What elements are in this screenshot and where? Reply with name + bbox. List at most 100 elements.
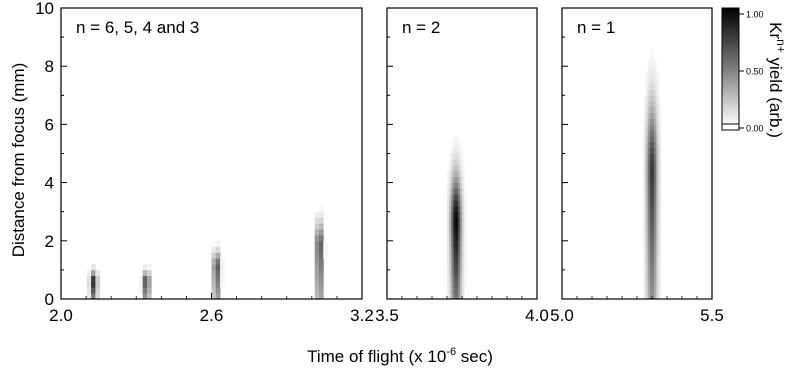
heatmap-cell xyxy=(449,182,452,189)
heatmap-cell xyxy=(647,95,651,102)
heatmap-cell xyxy=(211,264,217,271)
heatmap-cell xyxy=(643,176,646,183)
heatmap-cell xyxy=(658,176,661,183)
heatmap-cell xyxy=(462,269,465,277)
y-tick-label: 0 xyxy=(45,290,54,309)
heatmap-cell xyxy=(314,252,320,259)
heatmap-cell xyxy=(647,205,651,213)
x-tick-label: 2.6 xyxy=(200,306,224,325)
heatmap-cell xyxy=(656,252,659,259)
heatmap-cell xyxy=(643,165,646,172)
heatmap-cell xyxy=(647,170,651,178)
heatmap-cell xyxy=(462,252,465,259)
heatmap-cell xyxy=(462,176,465,183)
heatmap-cell xyxy=(645,124,649,131)
heatmap-cell xyxy=(462,159,465,166)
heatmap-cell xyxy=(656,287,659,294)
heatmap-cell xyxy=(645,217,649,224)
heatmap-cell xyxy=(455,234,459,242)
heatmap-cell xyxy=(643,293,646,299)
heatmap-cell xyxy=(314,211,320,218)
heatmap-cell xyxy=(453,205,456,213)
heatmap-cell xyxy=(447,258,450,265)
heatmap-cell xyxy=(95,287,101,294)
heatmap-cell xyxy=(654,153,657,160)
heatmap-cell xyxy=(656,194,659,201)
panel-2: n = 2 3.5 4.0 xyxy=(375,7,549,325)
heatmap-cell xyxy=(654,234,657,242)
heatmap-cell xyxy=(643,287,646,294)
heatmap-cell xyxy=(649,72,653,79)
heatmap-cell xyxy=(464,194,467,201)
heatmap-cell xyxy=(453,258,456,265)
heatmap-cell xyxy=(647,269,651,277)
heatmap-cell xyxy=(643,130,646,137)
heatmap-cell xyxy=(95,269,101,277)
heatmap-cell xyxy=(95,293,101,299)
heatmap-cell xyxy=(449,223,452,230)
heatmap-cell xyxy=(654,141,657,149)
heatmap-cell xyxy=(462,264,465,271)
x-axis-label-tail: sec) xyxy=(456,347,493,366)
heatmap-cell xyxy=(658,269,661,277)
heatmap-cell xyxy=(643,229,646,236)
heatmap-cell xyxy=(457,153,461,160)
heatmap-cell xyxy=(449,165,452,172)
heatmap-cell xyxy=(649,194,653,201)
y-tick-label: 6 xyxy=(45,115,54,134)
heatmap-cell xyxy=(147,275,152,282)
heatmap-cell xyxy=(647,101,651,108)
heatmap-cell xyxy=(459,165,463,172)
heatmap-cell xyxy=(652,124,655,131)
heatmap-cell xyxy=(215,264,221,271)
heatmap-cell xyxy=(654,281,657,288)
heatmap-cell xyxy=(645,229,649,236)
heatmap-cell xyxy=(654,170,657,178)
heatmap-cell xyxy=(449,287,452,294)
heatmap-cell xyxy=(658,159,661,166)
heatmap-cell xyxy=(314,234,320,242)
heatmap-cell xyxy=(451,223,454,230)
heatmap-cell xyxy=(654,165,657,172)
heatmap-cell xyxy=(647,112,651,119)
heatmap-cell xyxy=(451,211,454,218)
heatmap-cell xyxy=(457,182,461,189)
heatmap-cell xyxy=(319,223,324,230)
heatmap-cell xyxy=(647,240,651,248)
heatmap-cell xyxy=(647,83,651,90)
heatmap-cell xyxy=(451,182,454,189)
heatmap-cell xyxy=(658,182,661,189)
heatmap-cell xyxy=(91,293,96,299)
heatmap-cell xyxy=(652,60,655,67)
heatmap-cell xyxy=(656,182,659,189)
heatmap-cell xyxy=(449,205,452,213)
heatmap-cell xyxy=(314,223,320,230)
heatmap-cell xyxy=(462,229,465,236)
heatmap-cell xyxy=(643,118,646,125)
heatmap-cell xyxy=(462,188,465,195)
heatmap-cell xyxy=(215,252,221,259)
heatmap-cell xyxy=(654,188,657,195)
heatmap-cell xyxy=(455,287,459,294)
heatmap-cell xyxy=(453,264,456,271)
heatmap-cell xyxy=(658,205,661,213)
heatmap-cell xyxy=(647,89,651,96)
heatmap-cell xyxy=(652,194,655,201)
heatmap-cell xyxy=(462,170,465,178)
heatmap-cell xyxy=(656,234,659,242)
heatmap-cell xyxy=(652,264,655,271)
heatmap-cell xyxy=(457,281,461,288)
heatmap-cell xyxy=(319,281,324,288)
heatmap-cell xyxy=(654,124,657,131)
heatmap-cell xyxy=(645,136,649,143)
heatmap-cell xyxy=(323,252,328,259)
heatmap-cell xyxy=(449,153,452,160)
heatmap-cell xyxy=(455,246,459,253)
heatmap-cell xyxy=(451,159,454,166)
heatmap-cell xyxy=(319,217,324,224)
heatmap-cell xyxy=(647,200,651,207)
heatmap-cell xyxy=(314,275,320,282)
heatmap-cell xyxy=(319,264,324,271)
heatmap-cell xyxy=(658,287,661,294)
heatmap-cell xyxy=(453,170,456,178)
